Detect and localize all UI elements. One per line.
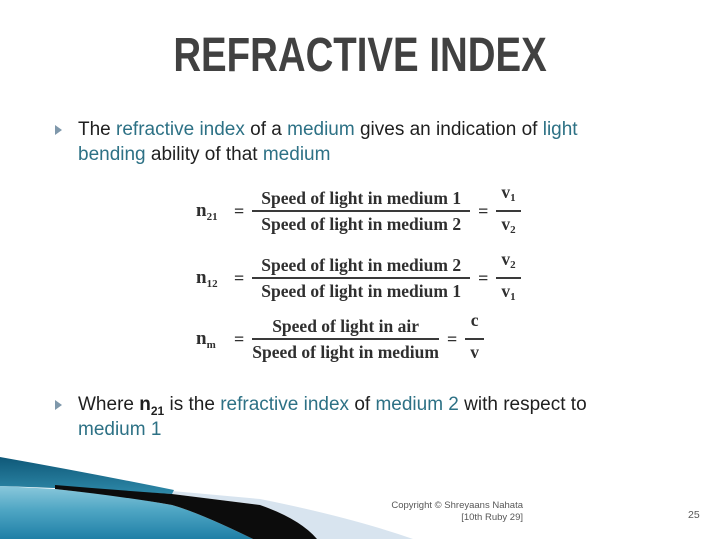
bullet-marker-icon bbox=[55, 125, 62, 135]
slide-title: REFRACTIVE INDEX bbox=[173, 29, 547, 82]
fraction-denominator: Speed of light in medium 2 bbox=[261, 214, 462, 234]
fraction-numerator: Speed of light in air bbox=[252, 316, 439, 340]
result-fraction: c v bbox=[465, 310, 484, 368]
result-fraction: v2 v1 bbox=[496, 249, 521, 307]
swoosh-teal-dark-band bbox=[0, 457, 174, 494]
page-number: 25 bbox=[688, 509, 700, 521]
formula-label: n12 bbox=[196, 266, 218, 290]
result-denominator: v1 bbox=[501, 281, 516, 303]
fraction: Speed of light in air Speed of light in … bbox=[252, 316, 439, 362]
equals-sign: = bbox=[234, 267, 245, 288]
fraction-denominator: Speed of light in medium bbox=[252, 342, 439, 362]
fraction-denominator: Speed of light in medium 1 bbox=[261, 281, 462, 301]
copyright-line-1: Copyright © Shreyaans Nahata bbox=[391, 500, 523, 511]
result-numerator: v1 bbox=[496, 182, 521, 212]
formula-label: nm bbox=[196, 327, 216, 351]
bullet-item-2: Where n21 is the refractive index of med… bbox=[52, 392, 702, 442]
result-denominator: v bbox=[470, 342, 479, 362]
copyright-line-2: [10th Ruby 29] bbox=[461, 511, 523, 523]
result-numerator: v2 bbox=[496, 249, 521, 279]
equals-sign: = bbox=[478, 200, 489, 221]
footer-copyright: Copyright © Shreyaans Nahata [10th Ruby … bbox=[391, 500, 523, 523]
result-denominator: v2 bbox=[501, 214, 516, 236]
equals-sign: = bbox=[234, 200, 245, 221]
fraction: Speed of light in medium 1 Speed of ligh… bbox=[252, 188, 471, 234]
bullet-marker-icon bbox=[55, 400, 62, 410]
swoosh-teal-wedge bbox=[0, 486, 253, 539]
equals-sign: = bbox=[446, 328, 458, 349]
equals-sign: = bbox=[234, 328, 245, 349]
swoosh-pale-stripe bbox=[55, 482, 413, 539]
bullet-item-1: The refractive index of a medium gives a… bbox=[52, 117, 702, 167]
fraction: Speed of light in medium 2 Speed of ligh… bbox=[252, 255, 471, 301]
result-fraction: v1 v2 bbox=[496, 182, 521, 240]
formula-row-nm: nm = Speed of light in air Speed of ligh… bbox=[196, 310, 484, 368]
result-numerator: c bbox=[465, 310, 484, 340]
formula-row-n21: n21 = Speed of light in medium 1 Speed o… bbox=[196, 182, 521, 240]
equals-sign: = bbox=[478, 267, 489, 288]
bullet-1-text: The refractive index of a medium gives a… bbox=[78, 119, 578, 165]
formula-row-n12: n12 = Speed of light in medium 2 Speed o… bbox=[196, 249, 521, 307]
fraction-numerator: Speed of light in medium 1 bbox=[252, 188, 471, 212]
swoosh-black-stripe bbox=[55, 485, 317, 539]
decorative-swoosh bbox=[0, 457, 413, 539]
fraction-numerator: Speed of light in medium 2 bbox=[252, 255, 471, 279]
bullet-2-text: Where n21 is the refractive index of med… bbox=[78, 394, 587, 440]
formula-label: n21 bbox=[196, 199, 218, 223]
